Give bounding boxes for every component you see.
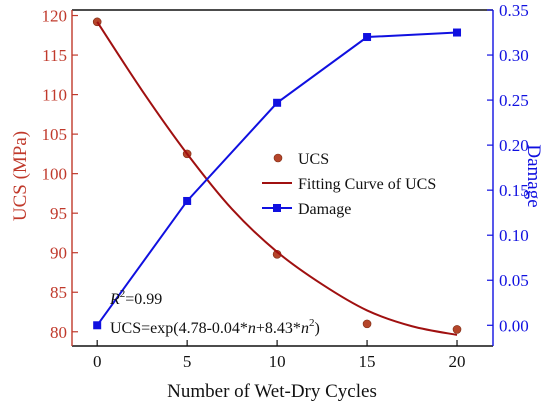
x-tick-label: 20 [449,352,466,371]
right-tick-label: 0.15 [499,181,529,200]
eq-suffix: ) [314,320,319,337]
damage-point [363,33,372,42]
damage-point [183,196,192,205]
r2-annotation: R2=0.99 [109,288,162,308]
right-tick-label: 0.30 [499,46,529,65]
legend-ucs-marker [273,153,283,163]
right-tick-label: 0.05 [499,271,529,290]
x-tick-label: 15 [359,352,376,371]
eq-prefix: UCS=exp(4.78-0.04* [110,320,248,337]
legend-damage-marker [273,204,281,212]
right-tick-label: 0.10 [499,226,529,245]
left-tick-label: 105 [42,125,68,144]
left-tick-label: 80 [50,323,67,342]
equation-annotation: UCS=exp(4.78-0.04*n+8.43*n2) [110,317,320,337]
axes: 0 5 10 15 20 80 85 90 95 100 105 110 115 120 0.00 0.05 0… [42,1,529,371]
ucs-point [362,319,372,329]
right-axis-title: Damage [523,144,544,207]
r2-symbol: R [109,291,120,308]
series-layer [92,17,462,336]
ucs-point [452,325,462,334]
r2-superscript: 2 [120,288,126,300]
right-tick-label: 0.20 [499,136,529,155]
left-tick-label: 95 [50,204,67,223]
left-tick-label: 100 [42,165,68,184]
eq-n1: n [248,320,256,337]
x-tick-label: 10 [269,352,286,371]
x-axis-title: Number of Wet-Dry Cycles [167,381,377,402]
ucs-fitting-curve [96,21,458,336]
right-tick-label: 0.00 [499,316,529,335]
left-tick-label: 120 [42,7,68,26]
damage-point [93,321,102,330]
left-tick-label: 85 [50,283,67,302]
left-axis-title: UCS (MPa) [10,131,31,221]
left-tick-label: 110 [42,86,67,105]
damage-point [453,28,462,37]
legend-fit-label: Fitting Curve of UCS [298,176,436,193]
right-tick-label: 0.35 [499,1,529,20]
eq-n2: n [301,320,309,337]
left-tick-label: 90 [50,244,67,263]
x-tick-label: 0 [93,352,102,371]
eq-mid: +8.43* [256,320,301,337]
legend-ucs-label: UCS [298,151,329,168]
r2-value: =0.99 [125,291,162,308]
legend-damage-label: Damage [298,201,351,218]
right-tick-label: 0.25 [499,91,529,110]
damage-point [273,98,282,107]
legend: UCS Fitting Curve of UCS Damage [262,151,436,218]
eq-superscript: 2 [309,317,315,329]
left-tick-label: 115 [42,46,67,65]
x-tick-label: 5 [183,352,192,371]
